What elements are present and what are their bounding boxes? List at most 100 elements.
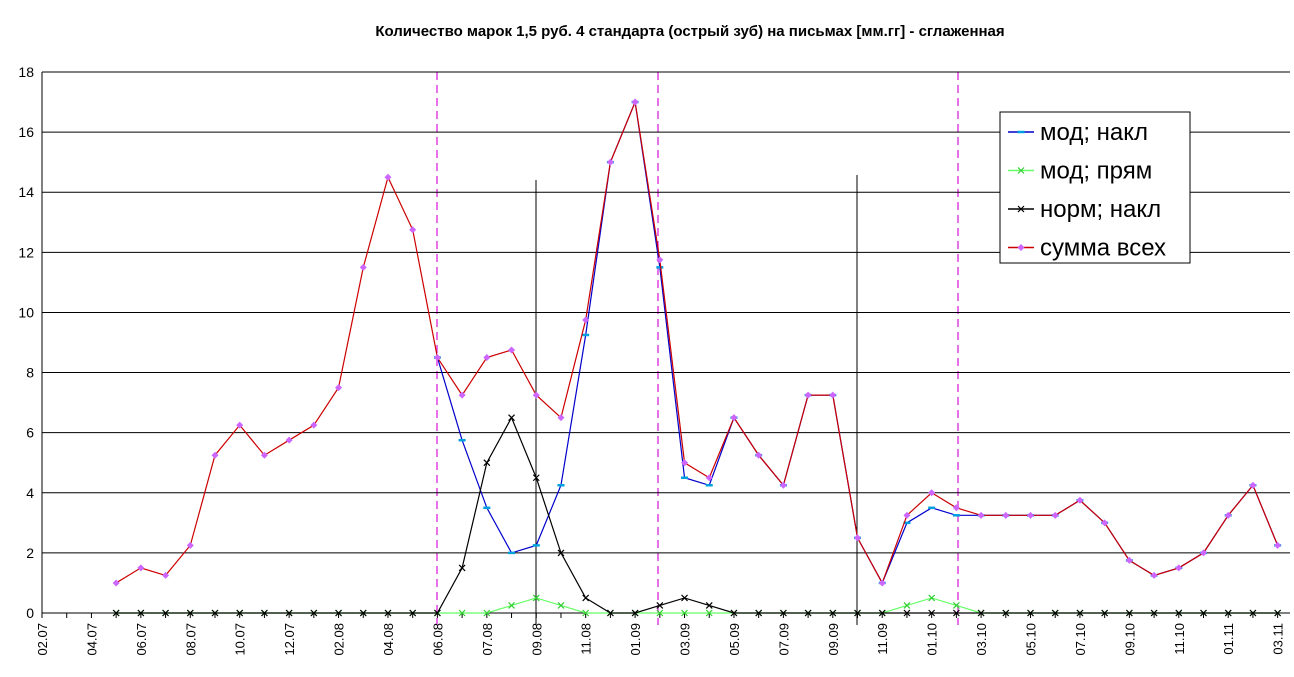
- marker: [483, 459, 491, 467]
- legend-label: сумма всех: [1040, 235, 1166, 262]
- legend-label: норм; накл: [1040, 196, 1161, 223]
- marker: [186, 609, 194, 617]
- marker: [532, 594, 540, 602]
- y-tick-label: 10: [18, 304, 34, 320]
- marker: [260, 609, 268, 617]
- marker: [977, 511, 985, 519]
- marker: [458, 564, 466, 572]
- chart-title: Количество марок 1,5 руб. 4 стандарта (о…: [375, 23, 1004, 40]
- marker: [260, 451, 268, 459]
- marker: [681, 594, 688, 602]
- marker: [310, 421, 318, 429]
- marker: [1027, 511, 1035, 519]
- marker: [1150, 609, 1158, 617]
- marker: [1224, 609, 1232, 617]
- marker: [656, 602, 664, 609]
- marker: [1101, 609, 1109, 617]
- marker: [409, 609, 417, 617]
- x-tick-label: 11.08: [579, 623, 594, 655]
- marker: [1101, 519, 1109, 527]
- marker: [779, 481, 787, 489]
- line: [116, 597, 1278, 614]
- marker: [1017, 167, 1025, 174]
- marker: [1249, 481, 1257, 489]
- x-tick-label: 09.08: [529, 623, 544, 656]
- marker: [162, 571, 170, 579]
- marker: [705, 474, 713, 482]
- legend-box: [999, 111, 1191, 264]
- marker: [1200, 609, 1207, 617]
- marker: [631, 609, 639, 617]
- marker: [878, 609, 886, 617]
- marker: [730, 609, 738, 617]
- marker: [1017, 244, 1025, 251]
- x-tick-label: 09.10: [1122, 623, 1137, 656]
- x-tick-label: 03.11: [1271, 623, 1286, 655]
- x-tick-label: 05.10: [1024, 623, 1039, 656]
- y-tick-label: 6: [26, 425, 34, 441]
- line: [116, 416, 1278, 614]
- x-tick-label: 01.11: [1221, 623, 1236, 655]
- marker: [878, 579, 886, 587]
- marker: [854, 534, 862, 542]
- marker: [977, 609, 985, 617]
- marker: [928, 609, 936, 617]
- marker: [1051, 609, 1059, 617]
- marker: [359, 263, 367, 271]
- marker: [532, 391, 540, 399]
- marker: [606, 609, 614, 617]
- marker: [1002, 511, 1010, 519]
- marker: [557, 549, 565, 557]
- marker: [1027, 609, 1034, 617]
- marker: [631, 98, 639, 106]
- x-tick-label: 11.09: [875, 623, 890, 655]
- x-tick-label: 06.07: [134, 623, 149, 656]
- marker: [1150, 571, 1158, 579]
- marker: [952, 504, 960, 512]
- marker: [236, 421, 244, 429]
- x-tick-label: 10.07: [233, 623, 248, 656]
- marker: [335, 609, 342, 617]
- y-tick-label: 16: [18, 124, 34, 140]
- marker: [359, 609, 367, 617]
- marker: [285, 436, 293, 444]
- marker: [656, 609, 664, 617]
- marker: [557, 602, 565, 609]
- marker: [137, 564, 145, 572]
- line: [115, 99, 1279, 585]
- y-tick-label: 0: [26, 605, 34, 621]
- x-tick-label: 03.09: [678, 623, 693, 656]
- marker: [483, 354, 491, 362]
- marker: [211, 451, 219, 459]
- marker: [952, 602, 960, 609]
- series: [112, 414, 1282, 617]
- marker: [458, 391, 466, 399]
- marker: [952, 609, 960, 617]
- marker: [1175, 564, 1183, 572]
- y-tick-label: 18: [18, 64, 34, 80]
- marker: [582, 316, 590, 324]
- marker: [508, 602, 515, 609]
- x-tick-label: 07.09: [776, 623, 791, 656]
- marker: [310, 609, 318, 617]
- y-tick-label: 4: [26, 485, 34, 501]
- marker: [433, 609, 441, 617]
- marker: [1200, 549, 1208, 557]
- x-tick-label: 07.10: [1073, 623, 1088, 656]
- x-tick-label: 07.08: [480, 623, 495, 656]
- marker: [1051, 511, 1059, 519]
- marker: [384, 609, 392, 617]
- marker: [532, 474, 540, 482]
- marker: [557, 414, 565, 422]
- marker: [508, 346, 516, 354]
- legend-label: мод; прям: [1040, 158, 1152, 185]
- marker: [508, 414, 515, 422]
- marker: [1274, 541, 1282, 549]
- marker: [1002, 609, 1010, 617]
- marker: [433, 354, 441, 362]
- marker: [705, 609, 713, 617]
- legend-label: мод; накл: [1040, 119, 1148, 146]
- marker: [285, 609, 293, 617]
- marker: [903, 609, 911, 617]
